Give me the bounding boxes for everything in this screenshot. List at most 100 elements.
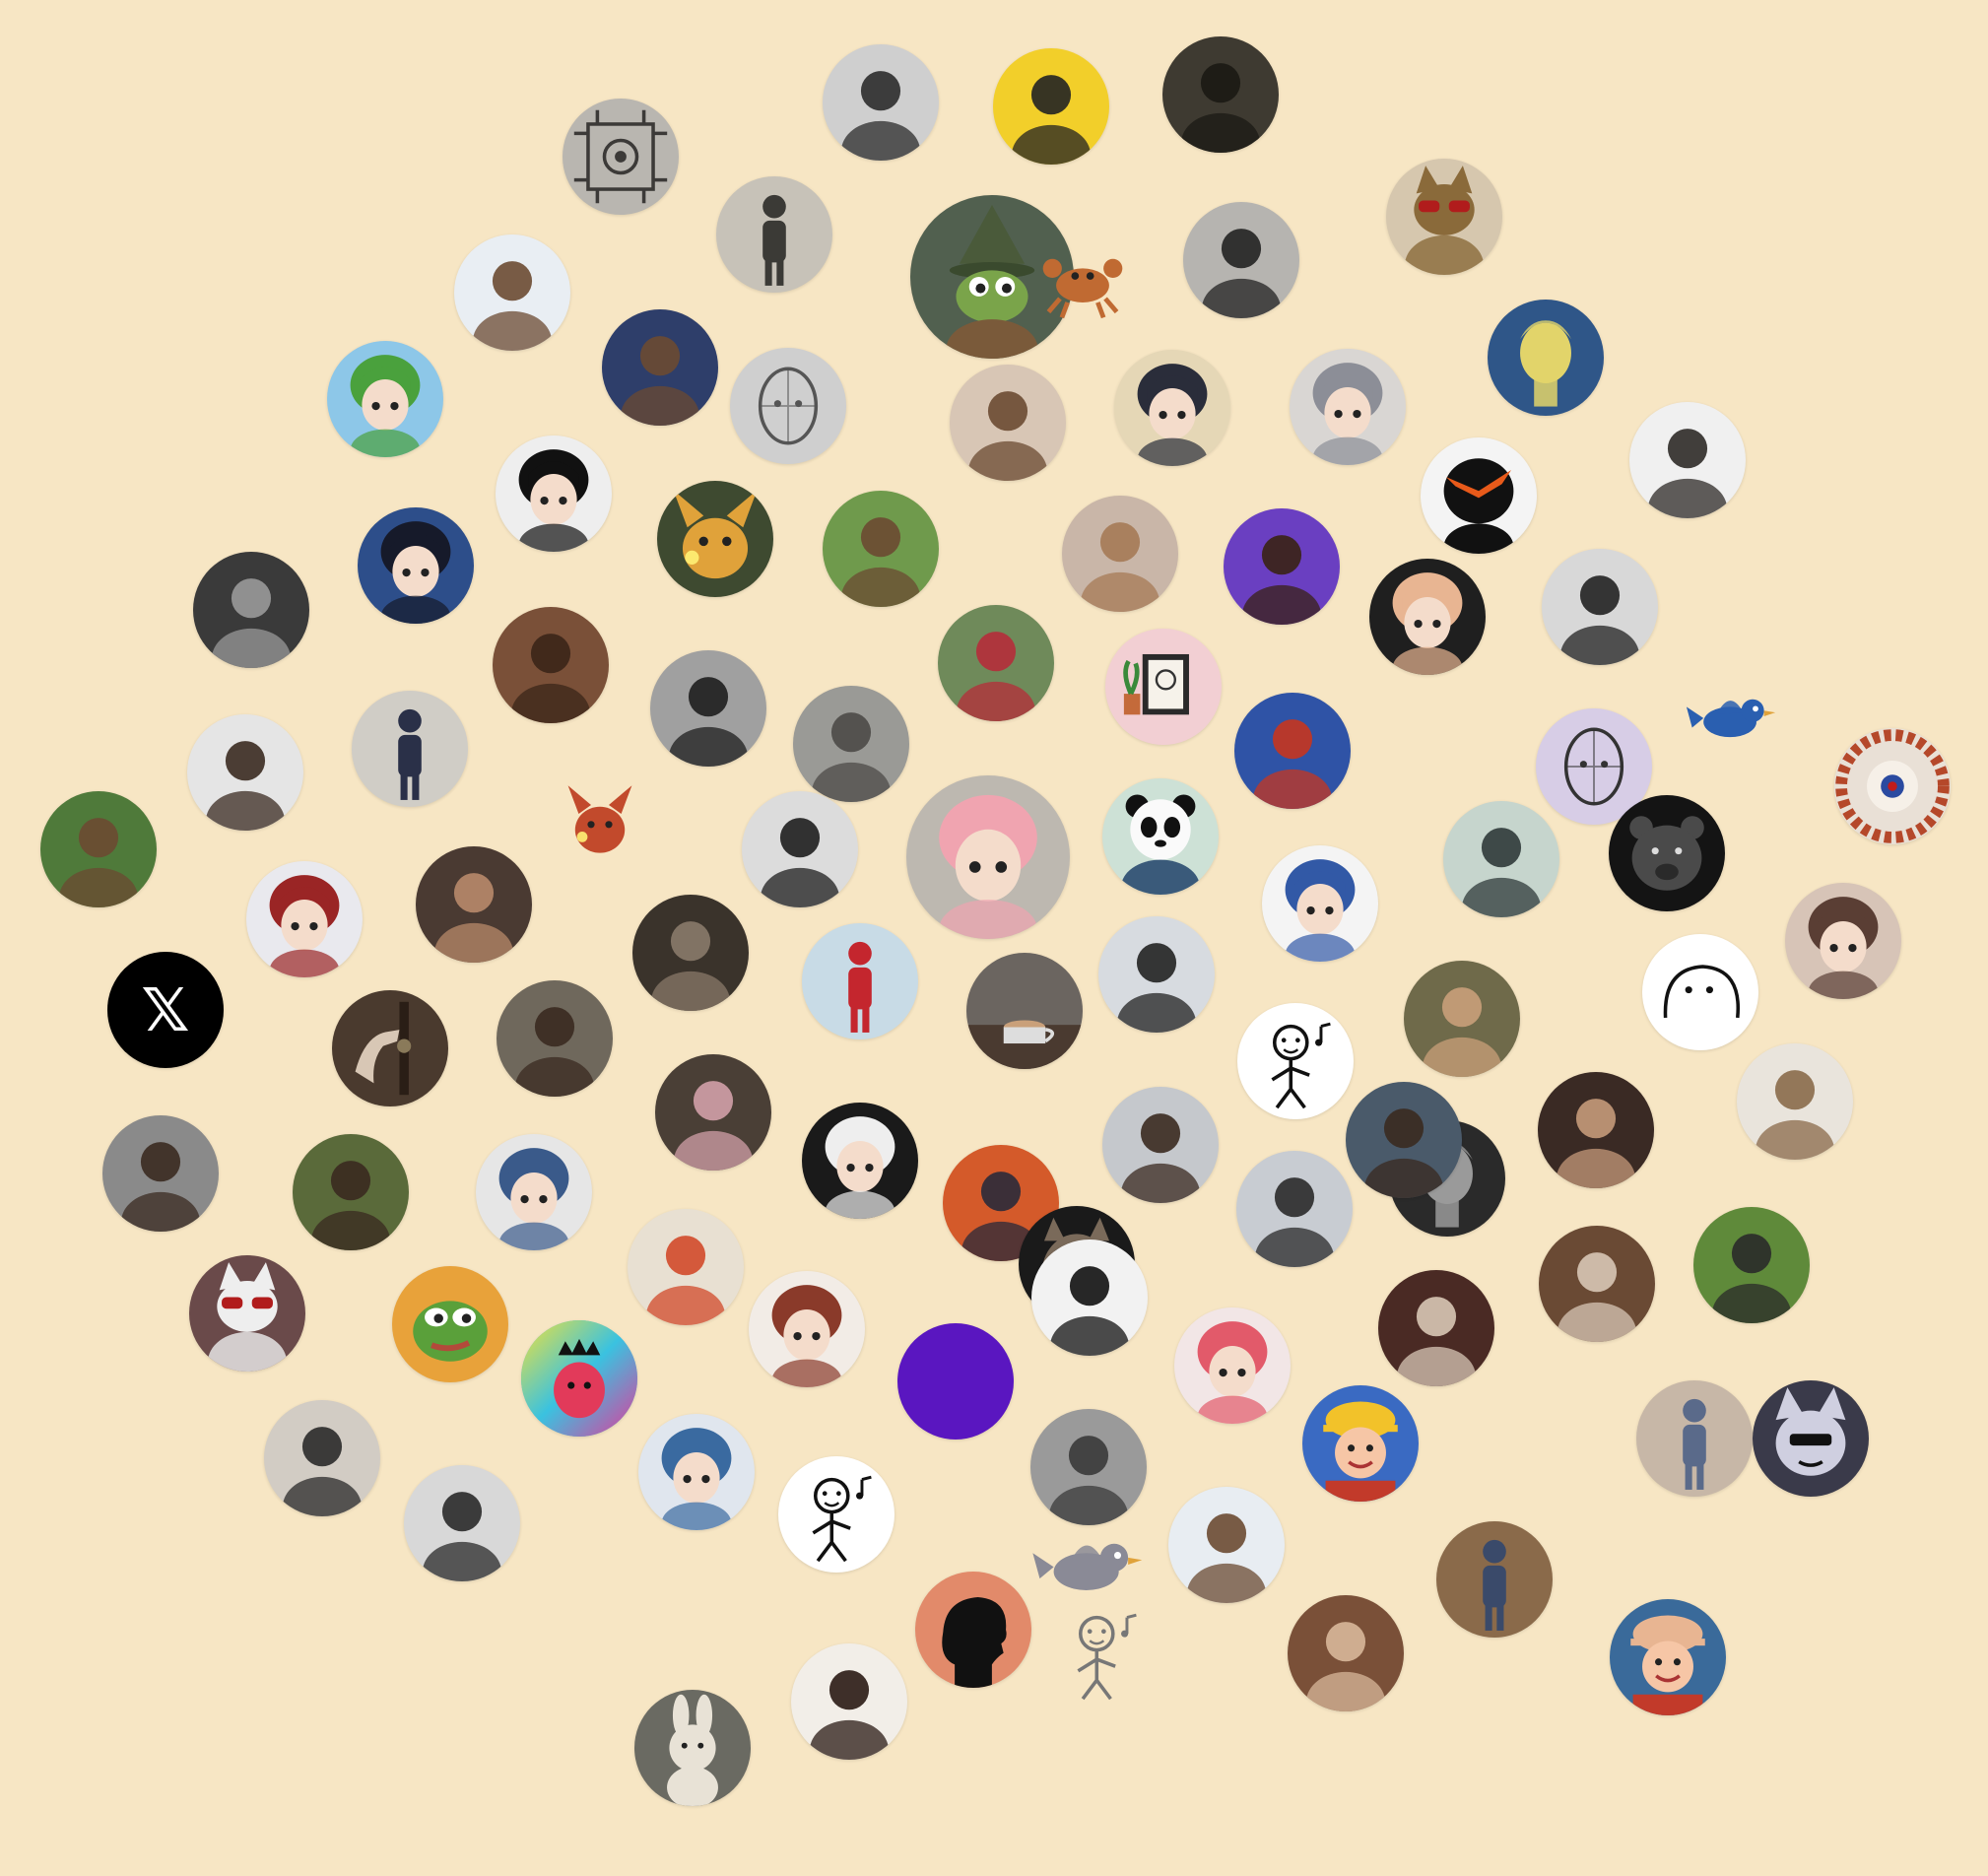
anime-red-hair-avatar[interactable] <box>246 861 363 977</box>
fantasy-woman-portrait-avatar[interactable] <box>1404 961 1520 1077</box>
person-suit-avatar[interactable] <box>602 309 718 426</box>
cat-blanket-avatar[interactable] <box>189 1255 305 1372</box>
person-turban-avatar[interactable] <box>628 1209 744 1325</box>
woman-looking-up-bw-avatar[interactable] <box>650 650 766 767</box>
superman-cartoon-avatar[interactable] <box>1262 845 1378 962</box>
circuit-art-avatar[interactable] <box>563 99 679 215</box>
anime-starry-night-avatar[interactable] <box>358 507 474 624</box>
barbie-avatar[interactable] <box>1062 496 1178 612</box>
crab-sticker-avatar[interactable] <box>1035 231 1130 325</box>
manga-girl-avatar[interactable] <box>496 436 612 552</box>
man-dark-background-avatar[interactable] <box>1538 1072 1654 1188</box>
person-red-cap-avatar[interactable] <box>742 791 858 907</box>
person-bw-portrait-avatar[interactable] <box>1030 1409 1147 1525</box>
person-green-hills-avatar[interactable] <box>823 491 939 607</box>
wolf-cartoon-avatar[interactable] <box>1753 1380 1869 1497</box>
skarmory-sticker-avatar[interactable] <box>1030 1507 1147 1623</box>
woman-chin-hand-avatar[interactable] <box>416 846 532 963</box>
person-dim-restaurant-avatar[interactable] <box>632 895 749 1011</box>
head-silhouette-avatar[interactable] <box>915 1572 1031 1688</box>
cat-sunglasses-avatar[interactable] <box>1386 159 1502 275</box>
person-guitar-avatar[interactable] <box>1629 402 1746 518</box>
vr-warrior-avatar[interactable] <box>1443 801 1559 917</box>
man-restaurant-avatar[interactable] <box>1539 1226 1655 1342</box>
pepe-wizard-avatar[interactable] <box>910 195 1074 359</box>
anya-hat-avatar[interactable] <box>906 775 1070 939</box>
bunny-plush-avatar[interactable] <box>634 1690 751 1806</box>
person-praying-avatar[interactable] <box>404 1465 520 1581</box>
person-long-hair-bw-avatar[interactable] <box>1542 549 1658 665</box>
david-statue-avatar[interactable] <box>1488 300 1604 416</box>
person-cafe-avatar[interactable] <box>950 365 1066 481</box>
bearded-king-avatar[interactable] <box>1737 1043 1853 1160</box>
pokemon-red-sticker-avatar[interactable] <box>556 778 644 867</box>
woman-mirror-phone-avatar[interactable] <box>655 1054 771 1171</box>
pencil-sketch-head-avatar[interactable] <box>730 348 846 464</box>
person-mirror-selfie-avatar[interactable] <box>1183 202 1299 318</box>
coffee-table-avatar[interactable] <box>966 953 1083 1069</box>
person-sunglasses-avatar[interactable] <box>1346 1082 1462 1198</box>
woman-mirror-avatar[interactable] <box>352 691 468 807</box>
anime-dark-hair-avatar[interactable] <box>1114 350 1230 466</box>
person-4wd-shirt-avatar[interactable] <box>493 607 609 723</box>
masked-figure-avatar[interactable] <box>1421 437 1537 554</box>
glitch-crown-avatar[interactable] <box>521 1320 637 1437</box>
person-on-grass-avatar[interactable] <box>1693 1207 1810 1323</box>
white-blob-doodle-avatar[interactable] <box>1642 934 1758 1050</box>
spiral-art-avatar[interactable] <box>1834 728 1951 844</box>
woman-standing-avatar[interactable] <box>1636 1380 1753 1497</box>
person-purple-avatar[interactable] <box>1224 508 1340 625</box>
anime-blue-hair-girl-avatar[interactable] <box>638 1414 755 1530</box>
boy-us-flag-avatar[interactable] <box>1234 693 1351 809</box>
x-logo-avatar[interactable]: 𝕏 <box>107 952 224 1068</box>
edge-doodle-partial[interactable] <box>1043 1594 1160 1710</box>
doodle-music-avatar[interactable] <box>778 1456 895 1573</box>
faceless-red-suit-avatar[interactable] <box>802 923 918 1039</box>
anime-girl-flowers-avatar[interactable] <box>749 1271 865 1387</box>
bird-sticker-avatar[interactable] <box>1685 669 1779 764</box>
person-vr-headset-avatar[interactable] <box>1378 1270 1494 1386</box>
person-standing-icon <box>762 194 786 286</box>
manga-bw-girl-avatar[interactable] <box>802 1103 918 1219</box>
person-waving-avatar[interactable] <box>793 686 909 802</box>
person-face-icon <box>120 1142 201 1232</box>
anime-blue-hair-crown-avatar[interactable] <box>476 1134 592 1250</box>
person-beach-avatar[interactable] <box>716 176 832 293</box>
black-bear-avatar[interactable] <box>1609 795 1725 911</box>
person-sofa-avatar[interactable] <box>1436 1521 1553 1638</box>
solid-purple-avatar[interactable] <box>897 1323 1014 1440</box>
panda-cafe-avatar[interactable] <box>1102 778 1219 895</box>
pepe-smug-avatar[interactable] <box>392 1266 508 1382</box>
person-bw-avatar[interactable] <box>823 44 939 161</box>
person-smiling-avatar[interactable] <box>187 714 303 831</box>
person-yellow-avatar[interactable] <box>993 48 1109 165</box>
doodle-computer-avatar[interactable] <box>1237 1003 1354 1119</box>
person-smiling-blue-avatar[interactable] <box>454 234 570 351</box>
person-bw-phone-avatar[interactable] <box>193 552 309 668</box>
framed-drawing-avatar[interactable] <box>1105 629 1222 745</box>
anime-bearded-man-avatar[interactable] <box>1290 349 1406 465</box>
pink-hair-anime-book-avatar[interactable] <box>1174 1307 1291 1424</box>
bald-vision-pro-avatar[interactable] <box>1031 1240 1148 1356</box>
person-vision-pro-crown-avatar[interactable] <box>1098 916 1215 1033</box>
hand-on-door-avatar[interactable] <box>332 990 448 1106</box>
raichu-avatar[interactable] <box>657 481 773 597</box>
anime-green-hair-avatar[interactable] <box>327 341 443 457</box>
person-car-avatar[interactable] <box>1102 1087 1219 1203</box>
woman-portrait-avatar[interactable] <box>497 980 613 1097</box>
bear-icon <box>1629 816 1704 891</box>
anime-brown-hair-avatar[interactable] <box>1785 883 1901 999</box>
person-field-avatar[interactable] <box>40 791 157 907</box>
young-sheldon-avatar[interactable] <box>1168 1487 1285 1603</box>
cartoon-woman-dark-avatar[interactable] <box>1369 559 1486 675</box>
man-sunglasses-avatar[interactable] <box>1288 1595 1404 1711</box>
bob-the-builder-avatar[interactable] <box>1302 1385 1419 1502</box>
person-hand-gesture-avatar[interactable] <box>102 1115 219 1232</box>
chibi-figure-avatar[interactable] <box>1610 1599 1726 1715</box>
woman-smiling-avatar[interactable] <box>791 1643 907 1760</box>
woman-red-top-avatar[interactable] <box>938 605 1054 721</box>
boy-trees-avatar[interactable] <box>293 1134 409 1250</box>
man-glasses-avatar[interactable] <box>264 1400 380 1516</box>
boy-portrait-avatar[interactable] <box>1236 1151 1353 1267</box>
person-dark-room-avatar[interactable] <box>1162 36 1279 153</box>
